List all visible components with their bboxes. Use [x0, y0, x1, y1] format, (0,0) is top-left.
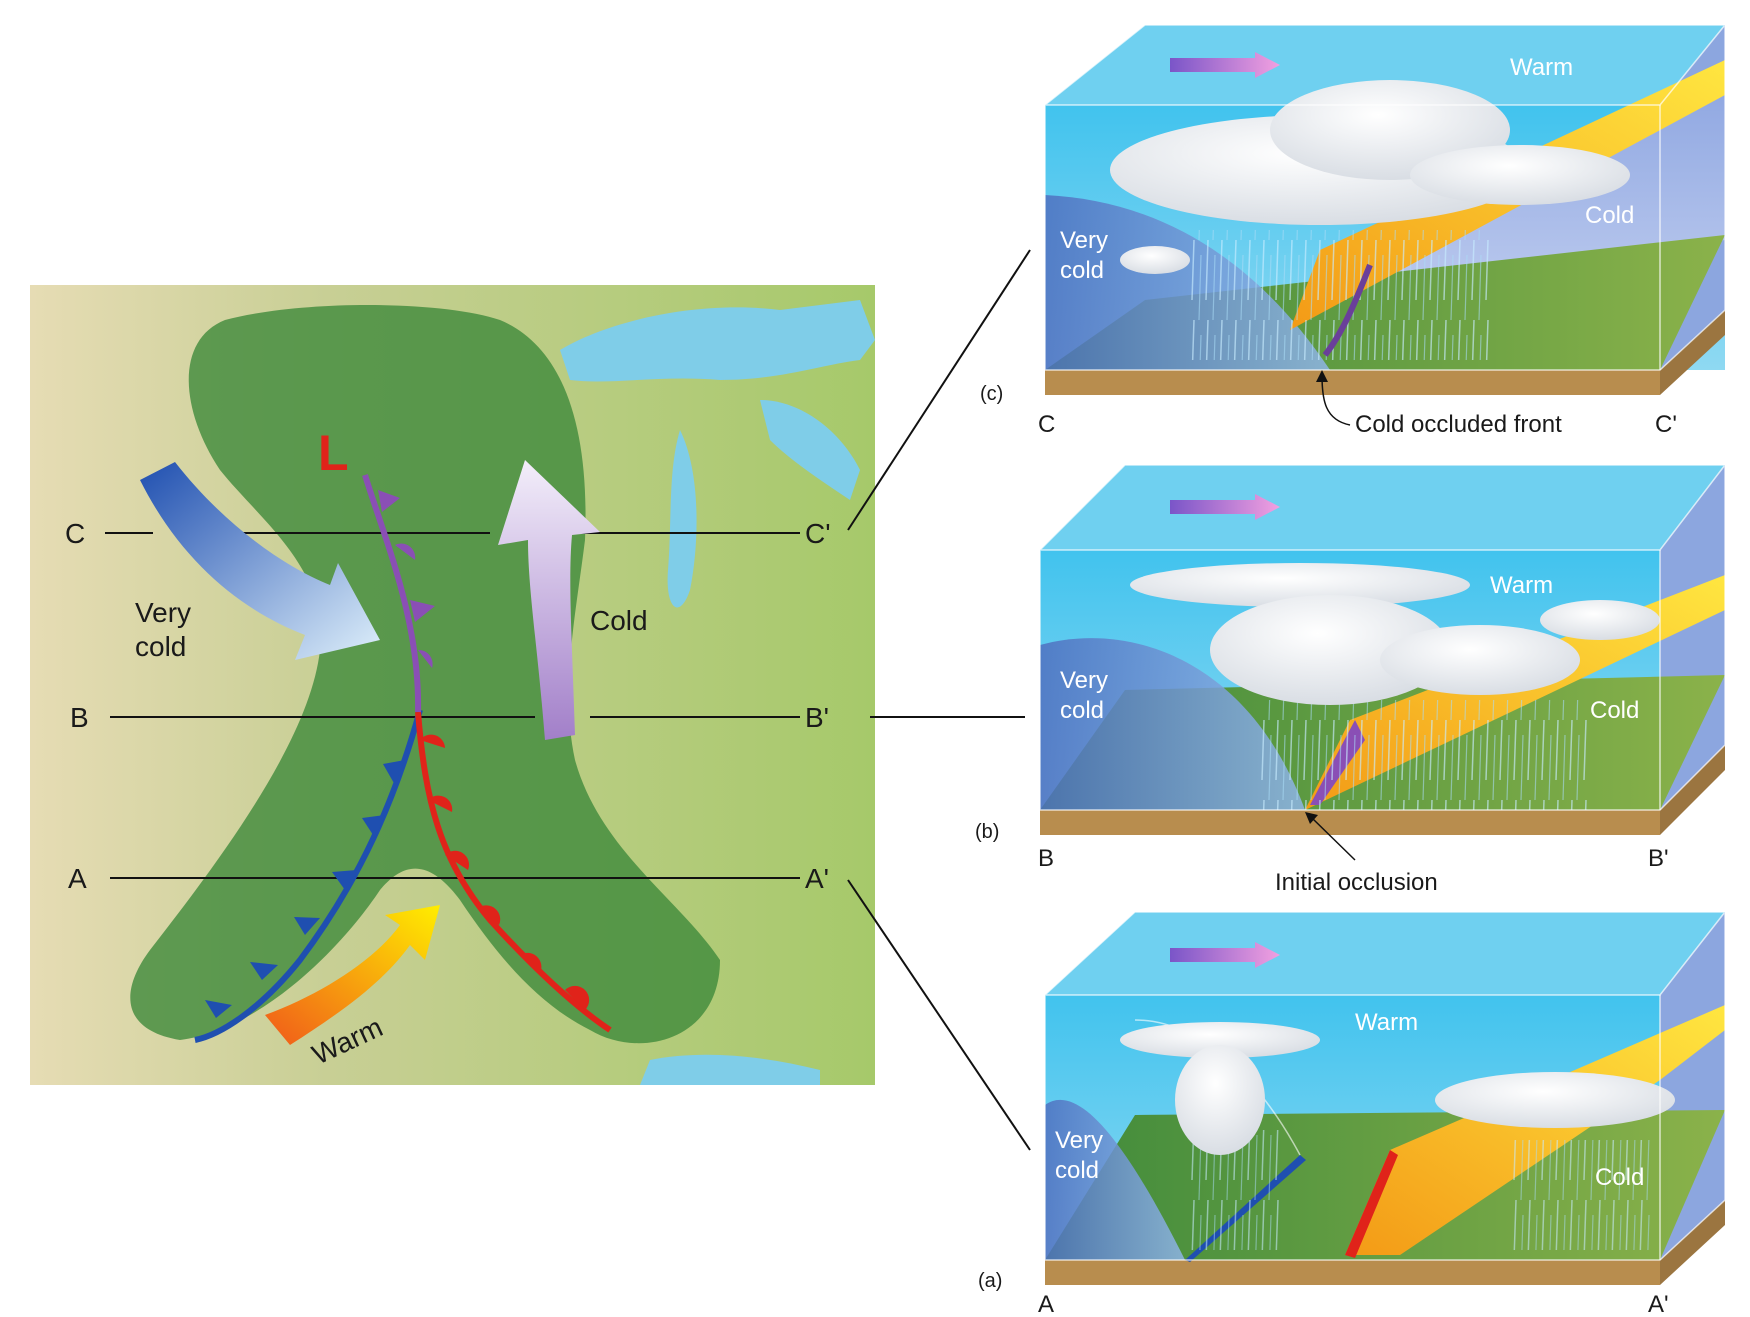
- cold-front-line: [194, 709, 423, 1043]
- very-cold-wedge: [1040, 638, 1305, 810]
- cold-front-triangles: [205, 760, 405, 1018]
- very-cold-wedge: [1045, 1099, 1185, 1260]
- wind-direction-arrow: [1170, 942, 1280, 968]
- map-label-a: A: [68, 863, 87, 894]
- panel-a: Warm Cold Very cold (a) A A': [978, 911, 1726, 1317]
- lake-michigan: [667, 430, 697, 608]
- warm-front-line: [415, 711, 612, 1033]
- warm-front: [1345, 1150, 1398, 1258]
- map-label-b: B: [70, 702, 89, 733]
- panel-a-very-cold-label-1: Very: [1055, 1127, 1103, 1154]
- panel-a-very-cold-label-2: cold: [1055, 1157, 1099, 1184]
- map-label-very-cold-1: Very: [135, 597, 191, 628]
- wind-direction-arrow: [1170, 494, 1280, 520]
- warm-front-semicircles: [420, 734, 590, 1010]
- map-label-c: C: [65, 518, 85, 549]
- panel-c-warm-label: Warm: [1510, 54, 1573, 81]
- occluded-front-line: [362, 474, 422, 713]
- panel-b-warm-label: Warm: [1490, 572, 1553, 599]
- weather-map: L Very cold Cold Warm C C' B B' A A': [30, 285, 875, 1085]
- connector-lines: [847, 249, 1031, 1151]
- cloud: [1120, 1022, 1675, 1155]
- lake-huron: [760, 400, 860, 500]
- cold-air-slab: [1345, 1005, 1725, 1255]
- map-label-very-cold-2: cold: [135, 631, 186, 662]
- panel-b-start-label: B: [1038, 845, 1054, 872]
- map-label-cold: Cold: [590, 605, 648, 636]
- panel-b-end-label: B': [1648, 845, 1669, 872]
- gulf-water: [640, 1054, 820, 1085]
- wind-direction-arrow: [1170, 52, 1280, 78]
- map-label-b-prime: B': [805, 702, 829, 733]
- panel-c-cold-label: Cold: [1585, 202, 1634, 229]
- panel-b-very-cold-label-1: Very: [1060, 667, 1108, 694]
- panel-c-very-cold-label-1: Very: [1060, 227, 1108, 254]
- panel-b: Warm Cold Very cold (b) B B' Initial occ…: [975, 464, 1726, 896]
- section-lines: [105, 532, 800, 879]
- very-cold-air-arrow: [140, 462, 380, 660]
- cloud-shield: [130, 305, 720, 1044]
- panel-c-end-label: C': [1655, 411, 1677, 438]
- low-symbol: L: [318, 425, 349, 481]
- panel-b-cold-label: Cold: [1590, 697, 1639, 724]
- map-label-a-prime: A': [805, 863, 829, 894]
- panel-a-cold-label: Cold: [1595, 1164, 1644, 1191]
- panel-a-warm-label: Warm: [1355, 1009, 1418, 1036]
- warm-air-arrow: [265, 905, 440, 1045]
- map-label-c-prime: C': [805, 518, 831, 549]
- cloud: [1130, 563, 1660, 705]
- low-pressure-center: L: [318, 425, 349, 481]
- panel-c: Warm Cold Very cold (c) C C' Cold occlud…: [980, 24, 1726, 438]
- panel-c-callout: Cold occluded front: [1355, 411, 1562, 438]
- panel-a-tag: (a): [978, 1270, 1002, 1292]
- panel-c-tag: (c): [980, 383, 1003, 405]
- panel-c-very-cold-label-2: cold: [1060, 257, 1104, 284]
- panel-b-callout: Initial occlusion: [1275, 869, 1438, 896]
- occluded-front-symbols: [378, 490, 435, 668]
- cold-air-arrow: [498, 460, 600, 740]
- panel-b-tag: (b): [975, 821, 999, 843]
- panel-a-end-label: A': [1648, 1291, 1669, 1317]
- panel-c-start-label: C: [1038, 411, 1055, 438]
- panel-b-very-cold-label-2: cold: [1060, 697, 1104, 724]
- lake-superior: [560, 300, 875, 382]
- panel-a-start-label: A: [1038, 1291, 1054, 1317]
